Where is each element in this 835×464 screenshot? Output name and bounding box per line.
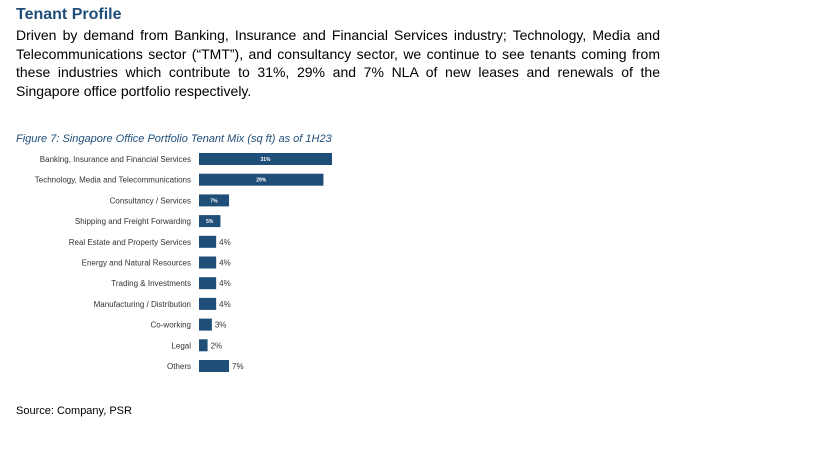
category-label: Banking, Insurance and Financial Service…: [40, 155, 191, 164]
value-label: 4%: [219, 259, 231, 268]
bar: [199, 277, 217, 290]
bar: [199, 153, 332, 165]
value-label: 3%: [215, 321, 227, 330]
category-label: Real Estate and Property Services: [69, 238, 191, 247]
bar: [199, 235, 217, 248]
value-label: 5%: [206, 219, 214, 225]
value-label: 4%: [219, 238, 231, 247]
category-label: Legal: [171, 341, 191, 350]
bar: [199, 194, 230, 207]
value-label: 4%: [219, 300, 231, 309]
category-label: Technology, Media and Telecommunications: [35, 176, 191, 185]
category-label: Manufacturing / Distribution: [94, 300, 191, 309]
category-label: Consultancy / Services: [110, 196, 191, 205]
value-label: 7%: [232, 362, 244, 371]
source-note: Source: Company, PSR: [16, 405, 132, 417]
value-label: 2%: [211, 341, 223, 350]
category-label: Co-working: [151, 321, 191, 330]
figure-caption: Figure 7: Singapore Office Portfolio Ten…: [16, 133, 332, 145]
value-label: 31%: [260, 157, 271, 163]
value-label: 29%: [256, 178, 267, 184]
category-label: Trading & Investments: [111, 279, 191, 288]
section-heading: Tenant Profile: [16, 6, 122, 23]
bar: [199, 339, 208, 352]
tenant-mix-bar-chart: Banking, Insurance and Financial Service…: [35, 153, 332, 372]
category-label: Energy and Natural Resources: [82, 259, 191, 268]
bar: [199, 297, 217, 310]
body-paragraph: Driven by demand from Banking, Insurance…: [16, 27, 660, 99]
value-label: 4%: [219, 279, 231, 288]
category-label: Shipping and Freight Forwarding: [75, 217, 191, 226]
bar: [199, 173, 324, 186]
bar: [199, 360, 230, 372]
bar: [199, 215, 221, 228]
bar: [199, 256, 217, 269]
category-label: Others: [167, 362, 191, 371]
bar: [199, 318, 212, 331]
value-label: 7%: [210, 198, 218, 204]
